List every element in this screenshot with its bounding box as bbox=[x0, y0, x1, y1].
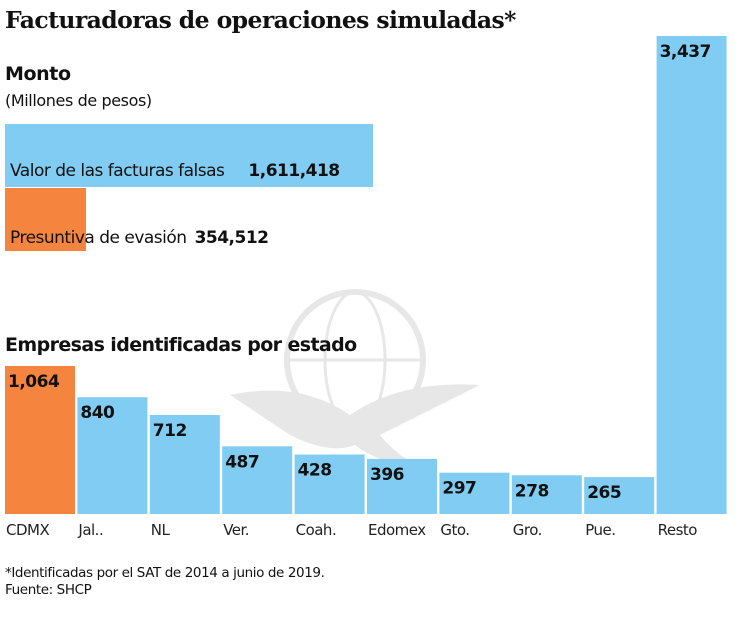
monto-unit: (Millones de pesos) bbox=[5, 91, 152, 110]
watermark-logo bbox=[230, 289, 480, 470]
x-tick-label: Gro. bbox=[513, 521, 542, 539]
x-tick-label: Pue. bbox=[585, 521, 615, 539]
chart-title: Facturadoras de operaciones simuladas* bbox=[5, 6, 516, 34]
bar-nl bbox=[149, 415, 220, 514]
bar-label: Presuntiva de evasión bbox=[10, 228, 187, 248]
bar-edomex bbox=[367, 458, 437, 514]
bar-value-label: 840 bbox=[80, 403, 115, 423]
bar-presuntiva-evasion bbox=[5, 188, 86, 251]
bar-valor-facturas-falsas bbox=[5, 124, 373, 187]
bar-ver bbox=[222, 446, 293, 514]
bar-value-label: 354,512 bbox=[194, 228, 269, 248]
x-tick-label: Edomex bbox=[368, 521, 426, 539]
bar-gro bbox=[511, 475, 582, 514]
x-tick-label: NL bbox=[151, 521, 171, 539]
x-tick-label: Coah. bbox=[296, 521, 337, 539]
x-tick-label: Jal.. bbox=[77, 521, 103, 539]
bar-value-label: 278 bbox=[515, 481, 549, 501]
x-tick-label: Gto. bbox=[440, 521, 469, 539]
bar-value-label: 396 bbox=[370, 465, 404, 485]
bar-value-label: 428 bbox=[298, 461, 332, 481]
x-tick-label: CDMX bbox=[6, 521, 49, 539]
bar-gto bbox=[439, 472, 510, 514]
bar-value-label: 1,611,418 bbox=[248, 161, 340, 181]
x-tick-label: Ver. bbox=[223, 521, 249, 539]
footnote: *Identificadas por el SAT de 2014 a juni… bbox=[5, 565, 325, 581]
bar-resto bbox=[656, 36, 727, 514]
source-note: Fuente: SHCP bbox=[5, 582, 92, 598]
bar-value-label: 1,064 bbox=[8, 372, 60, 392]
monto-heading: Monto bbox=[5, 63, 71, 85]
bar-value-label: 265 bbox=[587, 483, 621, 503]
bar-value-label: 712 bbox=[153, 421, 187, 441]
bar-pue bbox=[584, 477, 655, 514]
x-tick-label: Resto bbox=[658, 521, 698, 539]
bar-label: Valor de las facturas falsas bbox=[10, 161, 225, 181]
bar-cdmx bbox=[5, 366, 75, 514]
label-presuntiva-evasion: Presuntiva de evasión 354,512 bbox=[10, 228, 269, 248]
bar-value-label: 297 bbox=[442, 479, 476, 499]
states-chart-title: Empresas identificadas por estado bbox=[5, 334, 357, 356]
bar-coah bbox=[294, 454, 365, 514]
bar-value-label: 3,437 bbox=[660, 42, 711, 62]
label-valor-facturas-falsas: Valor de las facturas falsas 1,611,418 bbox=[10, 161, 340, 181]
bar-value-label: 487 bbox=[225, 452, 259, 472]
bar-jal bbox=[77, 397, 148, 514]
